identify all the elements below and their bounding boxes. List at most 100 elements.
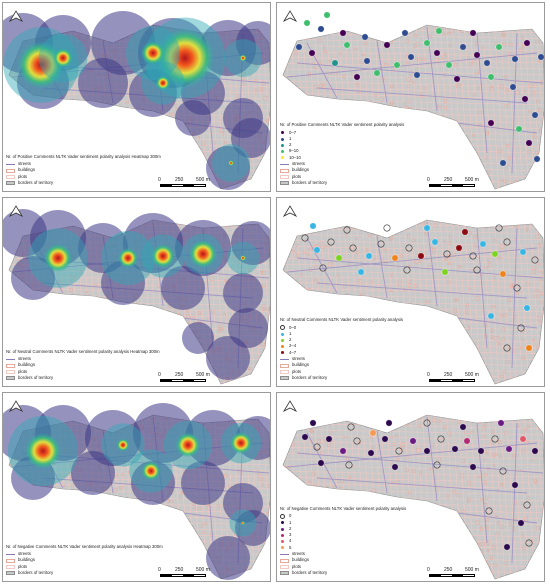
comment-point	[515, 125, 523, 133]
street	[316, 87, 528, 104]
street	[296, 62, 544, 84]
legend-label: streets	[292, 551, 305, 557]
legend-label: buildings	[18, 362, 35, 368]
comment-point	[343, 41, 351, 49]
comment-point	[385, 419, 393, 427]
comment-point	[405, 244, 413, 252]
scale-bar-graphic	[160, 574, 206, 577]
comment-point	[309, 222, 317, 230]
heat-halo	[161, 266, 205, 310]
legend-class: 2	[280, 526, 406, 532]
north-arrow-icon	[9, 400, 23, 412]
legend-buildings: buildings	[280, 362, 403, 368]
heat-halo	[228, 308, 268, 348]
comment-point	[365, 252, 373, 260]
heat-halo	[236, 21, 270, 65]
legend-borders: borders of territory	[280, 570, 406, 576]
legend-label: 1	[289, 330, 292, 336]
legend-plots: plots	[6, 564, 163, 570]
heat-hotspot	[155, 75, 171, 91]
legend-swatch	[280, 363, 289, 368]
comment-point	[443, 250, 451, 258]
comment-point	[313, 443, 321, 451]
legend-label: 0–0	[289, 324, 297, 330]
scale-label-end: 500 m	[465, 372, 479, 378]
scale-label-mid: 250	[175, 567, 184, 573]
street	[426, 416, 438, 502]
comment-point	[437, 435, 445, 443]
scale-bar-graphic	[429, 184, 475, 187]
legend-swatch	[280, 174, 289, 179]
comment-point	[391, 463, 399, 471]
comment-point	[417, 252, 425, 260]
comment-point	[509, 83, 517, 91]
map-canvas	[282, 219, 544, 385]
comment-point	[499, 270, 507, 278]
legend-label: streets	[18, 161, 31, 167]
scale-label-mid: 250	[444, 567, 453, 573]
comment-point	[497, 419, 505, 427]
scale-label-zero: 0	[158, 177, 161, 183]
legend-plots: plots	[6, 174, 161, 180]
legend-streets: streets	[280, 356, 403, 362]
street	[296, 452, 544, 474]
legend-label: buildings	[292, 167, 309, 173]
comment-point	[469, 463, 477, 471]
legend-label: streets	[18, 551, 31, 557]
map-canvas	[3, 11, 270, 190]
street	[286, 52, 538, 78]
heat-hotspot	[53, 48, 73, 68]
map-panel-1: Nr. of Positive Comments NLTK Vader sent…	[2, 2, 271, 192]
comment-point	[349, 244, 357, 252]
legend-title: Nr. of Positive Comments NLTK Vader sent…	[280, 122, 405, 128]
legend-class: 5	[280, 545, 406, 551]
comment-point	[301, 433, 309, 441]
comment-point	[373, 69, 381, 77]
scale-label-zero: 0	[427, 372, 430, 378]
legend-swatch	[6, 358, 15, 360]
heat-hotspot	[228, 160, 234, 166]
legend-class: 1	[280, 331, 403, 337]
comment-point	[525, 139, 533, 147]
comment-point	[353, 73, 361, 81]
comment-point	[343, 226, 351, 234]
heat-halo	[101, 261, 145, 305]
scale-bar-graphic	[429, 574, 475, 577]
comment-point	[423, 224, 431, 232]
heat-halo	[235, 510, 270, 546]
comment-point	[295, 43, 303, 51]
comment-point	[537, 53, 544, 61]
comment-point	[499, 467, 507, 475]
comment-point	[461, 228, 469, 236]
comment-point	[431, 238, 439, 246]
legend-buildings: buildings	[280, 557, 406, 563]
legend-label: buildings	[18, 557, 35, 563]
comment-point	[383, 224, 391, 232]
comment-point	[469, 29, 477, 37]
legend-class: 2	[280, 142, 404, 148]
legend-label: 2	[289, 337, 292, 343]
heat-halo	[206, 146, 250, 190]
legend-swatch	[280, 136, 285, 142]
comment-point	[317, 459, 325, 467]
scale-bar-graphic	[160, 379, 206, 382]
legend-swatch	[280, 181, 289, 186]
scale-label-mid: 250	[175, 177, 184, 183]
comment-point	[511, 55, 519, 63]
legend-swatch	[6, 168, 15, 173]
comment-point	[459, 423, 467, 431]
heat-halo	[206, 536, 250, 580]
legend-label: plots	[292, 563, 302, 569]
legend-class: 3	[280, 532, 406, 538]
legend: Nr. of Neutral Comments NLTK Vader senti…	[6, 349, 160, 381]
legend-borders: borders of territory	[6, 375, 160, 381]
north-arrow-icon	[283, 10, 297, 22]
legend: Nr. of Positive Comments NLTK Vader sent…	[280, 122, 405, 186]
legend-swatch	[280, 130, 285, 136]
comment-point	[451, 445, 459, 453]
legend-swatch	[280, 168, 289, 173]
scale-label-zero: 0	[158, 372, 161, 378]
heat-hotspot	[141, 461, 161, 481]
comment-point	[383, 41, 391, 49]
scale-label-end: 500 m	[196, 372, 210, 378]
